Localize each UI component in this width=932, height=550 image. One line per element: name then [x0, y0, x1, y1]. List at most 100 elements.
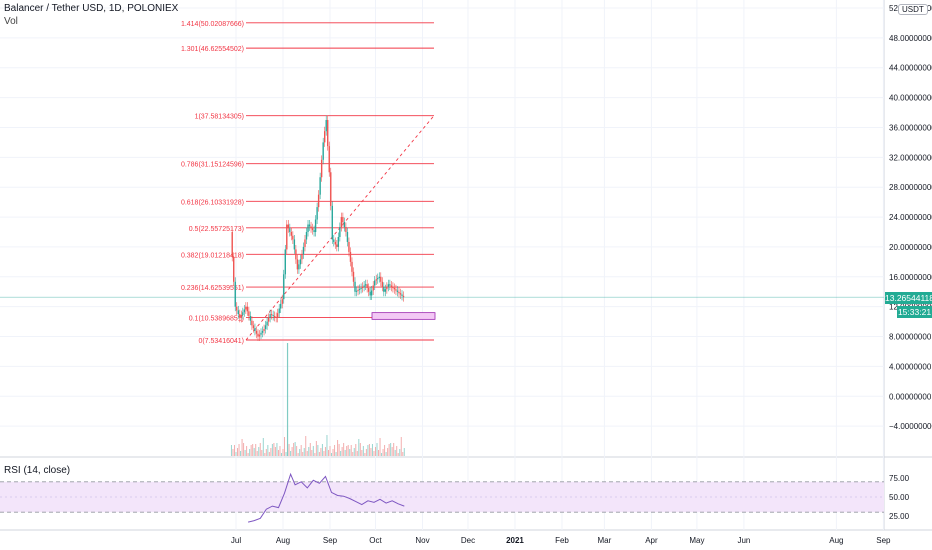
- candle-body: [298, 264, 300, 270]
- price-axis[interactable]: 52.0000000048.0000000044.0000000040.0000…: [889, 4, 932, 431]
- candle-body: [367, 288, 370, 292]
- volume-label[interactable]: Vol: [4, 16, 18, 27]
- candle-body: [389, 284, 391, 286]
- fib-level-label: 0.5(22.55725173): [189, 226, 244, 233]
- volume-bar: [378, 450, 380, 456]
- candle-body: [283, 274, 285, 300]
- grid: [0, 0, 932, 531]
- volume-bar: [365, 449, 367, 456]
- rsi-axis[interactable]: 75.00 50.00 25.00: [889, 474, 910, 521]
- candle-body: [372, 285, 374, 291]
- candle-body: [343, 222, 346, 228]
- candle-body: [233, 256, 235, 282]
- candle-body: [351, 261, 353, 272]
- volume-bar: [381, 453, 383, 456]
- volume-bar: [256, 451, 258, 456]
- volume-bar: [387, 448, 389, 456]
- volume-bar: [284, 437, 286, 456]
- fib-level-label: 1(37.58134305): [195, 114, 244, 121]
- candle-body: [358, 288, 361, 290]
- time-axis[interactable]: Jul Aug Sep Oct Nov Dec 2021 Feb Mar Apr May Jun Aug…: [231, 536, 891, 545]
- candle-body: [342, 217, 344, 223]
- volume-bar: [252, 444, 254, 456]
- candle-body: [354, 281, 356, 292]
- volume-bar: [338, 444, 340, 456]
- candle-body: [267, 317, 270, 322]
- candle-body: [375, 279, 377, 281]
- volume-bar: [371, 444, 373, 456]
- candle-body: [378, 276, 380, 279]
- fib-retracement[interactable]: 1.414(50.02087666) 1.301(46.62554502) 1(37…: [181, 21, 436, 345]
- volume-bar: [379, 438, 381, 456]
- candle-body: [272, 315, 274, 317]
- candle-body: [328, 146, 330, 173]
- candle-body: [377, 278, 379, 280]
- volume-bar: [384, 445, 386, 456]
- volume-bar: [305, 436, 307, 456]
- volume-bar: [370, 448, 372, 456]
- candle-body: [289, 228, 291, 232]
- volume-bar: [296, 446, 298, 456]
- volume-bar: [385, 452, 387, 456]
- volume-bar: [241, 439, 243, 456]
- volume-bar: [243, 443, 245, 456]
- candle-body: [273, 316, 276, 317]
- volume-bar: [335, 452, 337, 456]
- volume-bar: [247, 453, 249, 456]
- candle-body: [348, 241, 350, 252]
- volume-bar: [343, 443, 345, 456]
- volume-spike: [286, 343, 289, 456]
- volume-bar: [344, 450, 346, 456]
- candle-body: [383, 286, 385, 292]
- volume-bar: [396, 446, 398, 456]
- price-tick-label: 48.00000000: [889, 34, 932, 43]
- candle-body: [402, 295, 405, 298]
- candle-body: [395, 289, 397, 291]
- candle-body: [301, 254, 303, 260]
- candle-body: [296, 259, 299, 270]
- volume-bar: [367, 445, 369, 456]
- volume-bar: [308, 447, 310, 456]
- candle-body: [280, 303, 282, 309]
- volume-bar: [240, 451, 242, 456]
- fib-level-label: 0.618(26.10331928): [181, 199, 244, 206]
- candle-body: [299, 259, 302, 265]
- countdown-tag: 15:33:21: [897, 306, 932, 318]
- candle-body: [275, 316, 277, 318]
- volume-bar: [397, 453, 399, 456]
- candle-body: [302, 246, 305, 255]
- volume-bar: [393, 443, 395, 456]
- candle-body: [384, 289, 387, 292]
- time-tick-label: Oct: [369, 536, 382, 545]
- candle-body: [290, 232, 293, 236]
- rsi-label[interactable]: RSI (14, close): [4, 465, 71, 476]
- volume-bar: [294, 442, 296, 456]
- volume-bar: [346, 446, 348, 456]
- volume-bar: [265, 449, 267, 456]
- volume-bar: [315, 441, 317, 456]
- time-tick-label: Jun: [737, 536, 750, 545]
- volume-bar: [356, 451, 358, 456]
- volume-bar: [230, 445, 232, 456]
- candle-body: [236, 306, 238, 311]
- candle-body: [316, 207, 318, 220]
- candle-body: [390, 285, 393, 287]
- volume-bar: [311, 450, 313, 456]
- volume-bar: [250, 445, 252, 456]
- currency-badge[interactable]: USDT: [898, 4, 928, 15]
- candle-body: [333, 239, 335, 242]
- candle-body: [323, 131, 326, 143]
- symbol-title[interactable]: Balancer / Tether USD, 1D, POLONIEX: [4, 3, 179, 14]
- volume-bar: [291, 447, 293, 456]
- volume-bar: [364, 453, 366, 456]
- time-tick-label: Jul: [231, 536, 241, 545]
- volume-bar: [341, 447, 343, 456]
- volume-bar: [388, 444, 390, 456]
- candle-body: [313, 230, 315, 232]
- candle-body: [295, 249, 297, 260]
- time-tick-label: Aug: [829, 536, 843, 545]
- fib-level-label: 0.1(10.53896851): [189, 316, 244, 323]
- fib-level-label: 0.382(19.01218418): [181, 252, 244, 259]
- volume-bar: [350, 445, 352, 456]
